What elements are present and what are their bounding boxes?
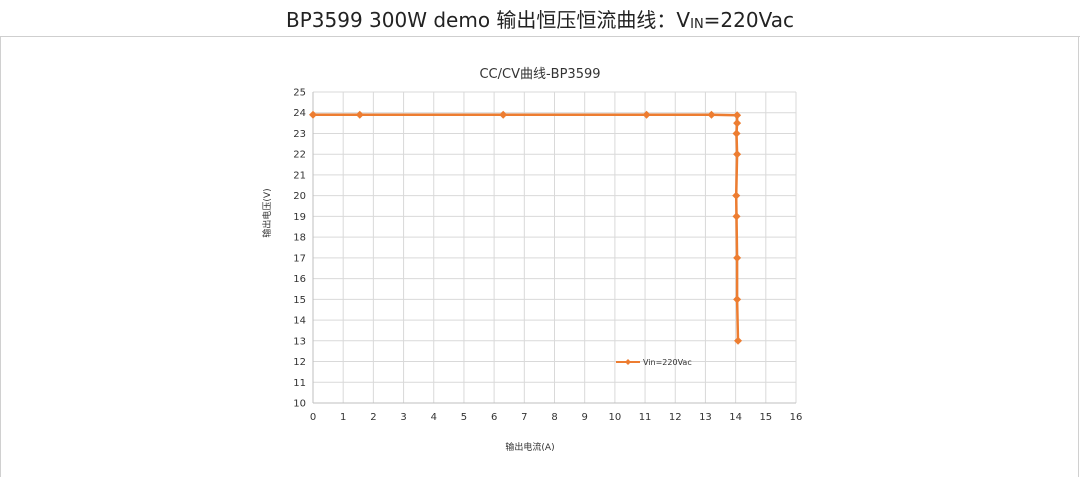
y-axis-label: 输出电压(V) xyxy=(261,188,273,237)
y-tick-label: 18 xyxy=(293,233,306,244)
legend: Vin=220Vac xyxy=(616,358,692,367)
grid-lines xyxy=(312,91,797,404)
series-line xyxy=(313,113,740,341)
y-tick-label: 22 xyxy=(293,150,306,161)
x-tick-label: 15 xyxy=(759,412,772,423)
y-tick-label: 23 xyxy=(293,129,306,140)
x-tick-labels: 0 1 2 3 4 5 6 7 8 9 10 11 12 13 14 15 16 xyxy=(310,412,803,423)
data-point-marker xyxy=(733,119,742,128)
axes xyxy=(312,92,796,404)
data-point-marker xyxy=(734,336,743,345)
y-tick-label: 12 xyxy=(293,357,306,368)
y-tick-label: 17 xyxy=(293,253,306,264)
data-point-marker xyxy=(733,295,742,304)
x-axis-label: 输出电流(A) xyxy=(505,441,554,453)
x-tick-label: 14 xyxy=(729,412,742,423)
data-point-marker xyxy=(309,110,317,119)
page-header: BP3599 300W demo 输出恒压恒流曲线：VIN=220Vac xyxy=(0,0,1080,37)
data-point-marker xyxy=(355,110,364,119)
data-point-marker xyxy=(642,110,651,119)
y-tick-label: 19 xyxy=(293,212,306,223)
y-tick-label: 21 xyxy=(293,170,306,181)
x-tick-label: 4 xyxy=(431,412,437,423)
data-point-marker xyxy=(733,111,742,120)
data-point-marker xyxy=(733,150,742,159)
chart-title: CC/CV曲线-BP3599 xyxy=(479,67,600,82)
x-tick-label: 10 xyxy=(609,412,622,423)
series-markers xyxy=(309,110,743,345)
y-tick-label: 11 xyxy=(293,378,306,389)
y-tick-label: 25 xyxy=(293,88,306,99)
y-tick-label: 16 xyxy=(293,274,306,285)
y-tick-label: 10 xyxy=(293,399,306,410)
data-point-marker xyxy=(732,129,741,138)
x-tick-label: 3 xyxy=(400,412,406,423)
x-tick-label: 0 xyxy=(310,412,316,423)
x-tick-label: 13 xyxy=(699,412,712,423)
data-point-marker xyxy=(499,110,508,119)
x-tick-label: 5 xyxy=(461,412,467,423)
x-tick-label: 12 xyxy=(669,412,682,423)
series-vin-220vac xyxy=(313,113,740,341)
content-frame xyxy=(0,37,1079,477)
page-title-main: BP3599 300W demo 输出恒压恒流曲线：V xyxy=(286,8,691,32)
x-tick-label: 6 xyxy=(491,412,497,423)
page-title: BP3599 300W demo 输出恒压恒流曲线：VIN=220Vac xyxy=(0,4,1080,33)
y-tick-label: 13 xyxy=(293,336,306,347)
legend-label: Vin=220Vac xyxy=(643,358,692,367)
data-point-marker xyxy=(707,110,716,119)
x-tick-label: 7 xyxy=(521,412,527,423)
y-tick-label: 14 xyxy=(293,316,306,327)
y-tick-label: 20 xyxy=(293,191,306,202)
y-tick-label: 24 xyxy=(293,108,306,119)
x-tick-label: 8 xyxy=(551,412,557,423)
x-tick-label: 16 xyxy=(790,412,803,423)
legend-marker xyxy=(625,359,631,365)
x-tick-label: 2 xyxy=(370,412,376,423)
data-point-marker xyxy=(732,191,741,200)
data-point-marker xyxy=(732,212,741,221)
y-tick-label: 15 xyxy=(293,295,306,306)
x-tick-label: 11 xyxy=(639,412,652,423)
data-point-marker xyxy=(733,253,742,262)
x-tick-label: 1 xyxy=(340,412,346,423)
page-title-subscript: IN xyxy=(690,17,704,32)
y-tick-labels: 10 11 12 13 14 15 16 17 18 19 20 21 22 23 24 25 xyxy=(293,88,306,410)
page-title-tail: =220Vac xyxy=(703,8,794,32)
x-tick-label: 9 xyxy=(582,412,588,423)
